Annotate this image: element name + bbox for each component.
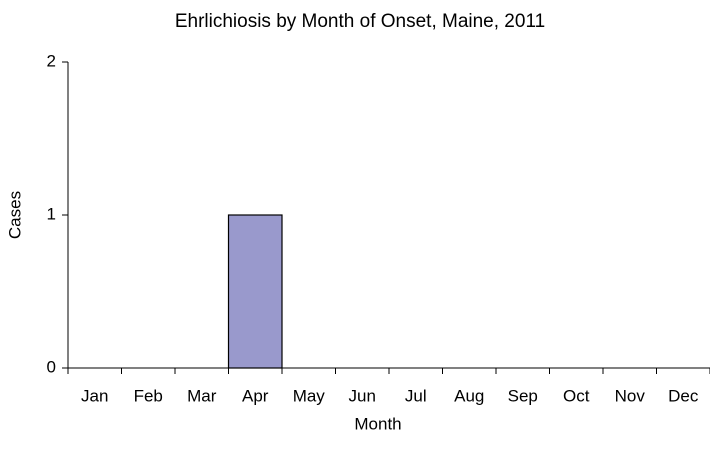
- y-tick-label: 1: [47, 204, 56, 223]
- y-tick-label: 0: [47, 357, 56, 376]
- x-tick-label: Jan: [81, 386, 108, 405]
- y-tick-label: 2: [47, 51, 56, 70]
- x-tick-label: Feb: [134, 386, 163, 405]
- x-tick-label: Dec: [668, 386, 699, 405]
- x-axis-label: Month: [354, 414, 401, 433]
- x-tick-label: Mar: [187, 386, 217, 405]
- x-tick-label: Jul: [405, 386, 427, 405]
- x-tick-label: Apr: [242, 386, 269, 405]
- x-tick-label: Sep: [508, 386, 538, 405]
- y-axis-label: Cases: [5, 191, 24, 239]
- x-tick-label: Jun: [349, 386, 376, 405]
- x-tick-label: Nov: [615, 386, 646, 405]
- bar: [227, 214, 283, 369]
- x-tick-label: May: [293, 386, 326, 405]
- x-tick-label: Aug: [454, 386, 484, 405]
- chart-title: Ehrlichiosis by Month of Onset, Maine, 2…: [175, 11, 545, 32]
- x-tick-label: Oct: [563, 386, 590, 405]
